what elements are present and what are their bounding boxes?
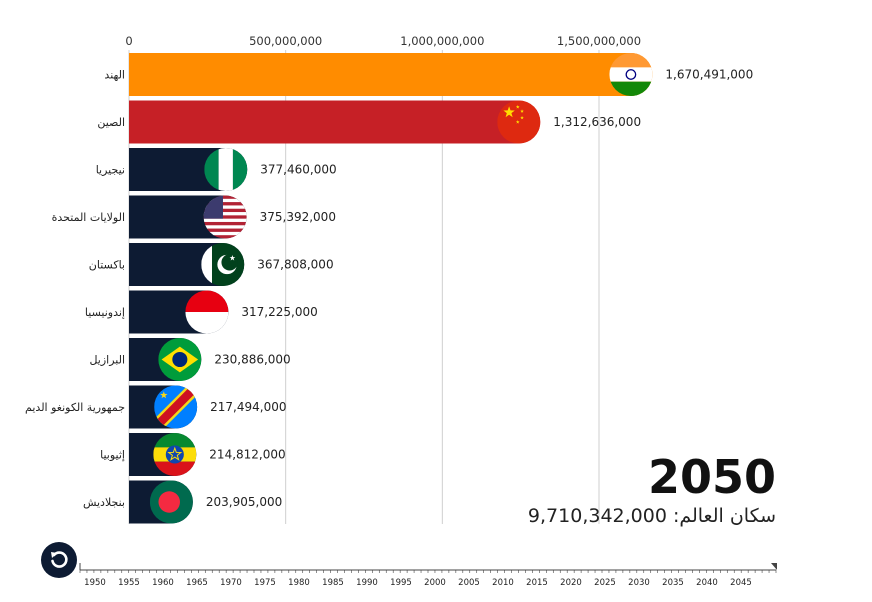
bar-row: البرازيل 230,886,000 [89,338,291,381]
drc-flag-icon [154,385,198,429]
bar-row: الهند 1,670,491,000 [104,53,753,96]
timeline-year-label: 2040 [696,578,718,588]
india-flag-icon [609,53,653,96]
world-population-label: سكان العالم: [672,505,776,527]
timeline-year-label: 2045 [730,578,752,588]
brazil-flag-icon [158,338,202,381]
world-population-value: 9,710,342,000 [527,505,667,527]
replay-button[interactable] [41,542,77,578]
value-label: 203,905,000 [206,495,282,509]
replay-icon [51,551,68,568]
timeline-year-label: 1975 [254,578,276,588]
bar-row: جمهورية الكونغو الديم 217,494,000 [25,385,286,429]
timeline-year-label: 2005 [458,578,480,588]
category-label: باكستان [89,259,125,272]
timeline-year-label: 2015 [526,578,548,588]
bar-row: بنجلاديش 203,905,000 [83,480,282,524]
bar-row: باكستان 367,808,000 [89,243,334,286]
current-year: 2050 [647,450,776,504]
bar [129,53,653,96]
bar-row: نيجيريا 377,460,000 [96,148,337,191]
bar [129,100,541,144]
timeline-year-label: 1955 [118,578,140,588]
china-flag-icon [497,100,541,144]
x-tick-label: 500,000,000 [249,34,322,48]
value-label: 377,460,000 [260,163,336,177]
x-tick-label: 0 [125,34,132,48]
world-population: سكان العالم: 9,710,342,000 [528,505,776,527]
timeline-year-label: 1950 [84,578,106,588]
timeline-year-label: 1960 [152,578,174,588]
x-tick-label: 1,000,000,000 [400,34,484,48]
timeline-year-label: 2035 [662,578,684,588]
timeline-year-label: 1990 [356,578,378,588]
ethiopia-flag-icon [153,433,197,476]
timeline-year-label: 2010 [492,578,514,588]
timeline-year-label: 2030 [628,578,650,588]
timeline-year-label: 1995 [390,578,412,588]
value-label: 1,312,636,000 [553,115,641,129]
bar-row: الصين 1,312,636,000 [97,100,641,144]
bar-row: إثيوبيا 214,812,000 [100,433,286,476]
bangladesh-flag-icon [149,480,193,524]
timeline-year-label: 2020 [560,578,582,588]
value-label: 230,886,000 [214,353,290,367]
value-label: 375,392,000 [260,210,336,224]
category-label: جمهورية الكونغو الديم [25,401,125,414]
timeline-year-label: 1970 [220,578,242,588]
category-label: بنجلاديش [83,496,125,509]
category-label: البرازيل [89,354,125,367]
value-label: 367,808,000 [257,258,333,272]
value-label: 217,494,000 [210,400,286,414]
category-label: إندونيسيا [85,306,125,319]
indonesia-flag-icon [185,290,229,334]
pakistan-flag-icon [201,243,245,286]
category-label: الصين [97,116,125,129]
value-label: 214,812,000 [209,448,285,462]
category-label: نيجيريا [96,164,125,177]
bar-row: الولايات المتحدة 375,392,000 [52,195,336,239]
value-label: 1,670,491,000 [665,68,753,82]
timeline-year-label: 1980 [288,578,310,588]
timeline-year-label: 2000 [424,578,446,588]
timeline-marker[interactable] [771,563,777,570]
category-label: إثيوبيا [100,449,125,462]
value-label: 317,225,000 [241,305,317,319]
category-label: الولايات المتحدة [52,211,125,224]
timeline-year-label: 1985 [322,578,344,588]
x-tick-label: 1,500,000,000 [557,34,641,48]
timeline-year-label: 1965 [186,578,208,588]
timeline-axis[interactable]: 1950 1955 1960 1965 1970 1975 1980 1985 1990 1995… [79,563,777,588]
nigeria-flag-icon [204,148,248,191]
timeline-year-label: 2025 [594,578,616,588]
usa-flag-icon [203,195,247,239]
category-label: الهند [104,69,125,82]
bar-row: إندونيسيا 317,225,000 [85,290,318,334]
